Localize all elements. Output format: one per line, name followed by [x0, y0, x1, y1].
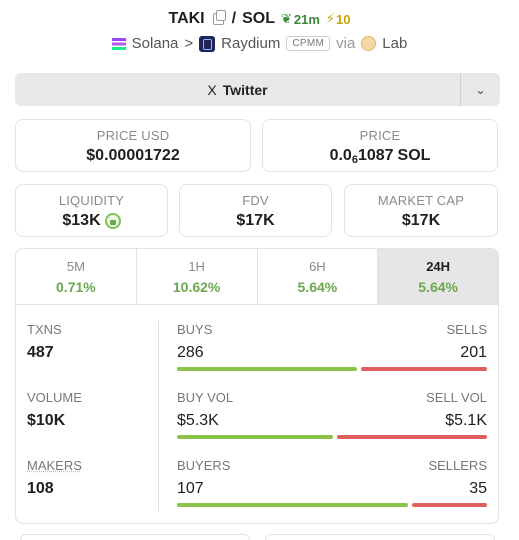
- volume-ratio-bar: [177, 435, 487, 439]
- volume-value: $10K: [27, 412, 66, 429]
- stats-panel: 5M 0.71% 1H 10.62% 6H 5.64% 24H 5.64% TX…: [15, 248, 499, 524]
- txns-ratio-bar: [177, 367, 487, 371]
- sell-vol-bar: [337, 435, 487, 439]
- timeframe-tabs: 5M 0.71% 1H 10.62% 6H 5.64% 24H 5.64%: [16, 249, 498, 305]
- buys-label: BUYS: [177, 322, 213, 337]
- copy-icon[interactable]: [212, 10, 226, 25]
- sellers-label: SELLERS: [428, 458, 487, 473]
- tab-5m[interactable]: 5M 0.71%: [16, 249, 137, 304]
- tab-6h[interactable]: 6H 5.64%: [258, 249, 379, 304]
- price-native-unit: SOL: [397, 147, 431, 164]
- buy-vol-label: BUY VOL: [177, 390, 234, 405]
- makers-label: MAKERS: [27, 458, 82, 473]
- market-cap-card: MARKET CAP $17K: [344, 184, 498, 237]
- tab-1h-change: 10.62%: [172, 278, 221, 295]
- price-native-digits: 1087: [357, 147, 394, 164]
- dex-name[interactable]: Raydium: [221, 35, 281, 52]
- price-native-prefix: 0.0: [329, 147, 352, 164]
- liquidity-value: $13K: [62, 212, 101, 229]
- via-label: via: [336, 35, 356, 52]
- breadcrumb-arrow: >: [184, 35, 194, 52]
- tab-1h-label: 1H: [188, 258, 205, 274]
- sell-vol-value: $5.1K: [445, 412, 487, 429]
- volume-row: VOLUME $10K BUY VOL SELL VOL $5.3K $5.1K: [16, 390, 498, 458]
- tab-6h-change: 5.64%: [297, 278, 338, 295]
- tab-5m-label: 5M: [66, 258, 85, 274]
- sell-vol-label: SELL VOL: [426, 390, 487, 405]
- boost-count[interactable]: ⚡ 10: [326, 11, 351, 27]
- buys-value: 286: [177, 344, 204, 361]
- lock-icon[interactable]: [104, 213, 121, 229]
- more-links-button[interactable]: ⌄: [460, 73, 500, 106]
- sellers-value: 35: [469, 480, 487, 497]
- buyers-value: 107: [177, 480, 204, 497]
- price-native-value: 0.0 6 1087 SOL: [263, 147, 497, 166]
- liquidity-label: LIQUIDITY: [58, 193, 125, 208]
- next-card-left-edge: [20, 534, 250, 540]
- volume-label: VOLUME: [27, 390, 82, 405]
- token-header: TAKI / SOL ❦ 21m ⚡ 10 Solana > Raydium C…: [0, 10, 519, 52]
- price-native-zero-count: 6: [351, 154, 358, 166]
- fdv-card: FDV $17K: [179, 184, 332, 237]
- tab-6h-label: 6H: [309, 258, 326, 274]
- makers-ratio-bar: [177, 503, 487, 507]
- seedling-icon: ❦: [280, 11, 292, 26]
- twitter-button[interactable]: X Twitter: [15, 73, 460, 106]
- tab-1h[interactable]: 1H 10.62%: [137, 249, 258, 304]
- via-source[interactable]: Lab: [382, 35, 408, 52]
- lab-icon: [361, 36, 377, 51]
- boost-count-value: 10: [336, 11, 351, 27]
- buys-bar: [177, 367, 357, 371]
- fdv-label: FDV: [242, 193, 269, 208]
- liquidity-value-row: $13K: [16, 212, 167, 230]
- buy-vol-value: $5.3K: [177, 412, 219, 429]
- social-links-bar: X Twitter ⌄: [15, 73, 500, 106]
- fdv-value: $17K: [236, 212, 275, 229]
- buyers-label: BUYERS: [177, 458, 231, 473]
- sells-value: 201: [460, 344, 487, 361]
- market-cap-value: $17K: [401, 212, 441, 229]
- txns-label: TXNS: [27, 322, 62, 337]
- tab-24h-change: 5.64%: [418, 278, 458, 295]
- pair-age-value: 21m: [293, 11, 320, 27]
- buy-vol-bar: [177, 435, 333, 439]
- tab-24h-label: 24H: [426, 258, 451, 274]
- x-icon: X: [207, 81, 217, 98]
- chevron-down-icon: ⌄: [475, 82, 486, 97]
- chain-name[interactable]: Solana: [131, 35, 179, 52]
- sellers-bar: [412, 503, 487, 507]
- twitter-label: Twitter: [222, 81, 268, 98]
- price-usd-label: PRICE USD: [96, 128, 170, 143]
- market-cap-label: MARKET CAP: [377, 193, 465, 208]
- tab-24h[interactable]: 24H 5.64%: [378, 249, 498, 304]
- solana-icon: [111, 37, 126, 50]
- base-token-symbol: TAKI: [168, 10, 205, 27]
- pair-age: ❦ 21m: [281, 11, 320, 27]
- pair-title: TAKI / SOL ❦ 21m ⚡ 10: [0, 10, 519, 28]
- price-native-card: PRICE 0.0 6 1087 SOL: [262, 119, 498, 172]
- sells-label: SELLS: [446, 322, 487, 337]
- price-usd-value: $0.00001722: [86, 147, 180, 164]
- lightning-icon: ⚡: [325, 11, 336, 26]
- makers-row: MAKERS 108 BUYERS SELLERS 107 35: [16, 458, 498, 523]
- price-native-label: PRICE: [359, 128, 401, 143]
- pair-separator: /: [231, 10, 237, 27]
- txns-value: 487: [27, 344, 54, 361]
- liquidity-card: LIQUIDITY $13K: [15, 184, 168, 237]
- tab-5m-change: 0.71%: [56, 278, 96, 295]
- stats-divider: [158, 321, 159, 511]
- raydium-icon: [199, 35, 216, 52]
- next-card-right-edge: [265, 534, 495, 540]
- buyers-bar: [177, 503, 408, 507]
- price-usd-card: PRICE USD $0.00001722: [15, 119, 251, 172]
- quote-token-symbol: SOL: [242, 10, 275, 27]
- pool-type-badge: CPMM: [286, 36, 331, 51]
- txns-row: TXNS 487 BUYS SELLS 286 201: [16, 322, 498, 390]
- makers-value: 108: [27, 480, 54, 497]
- chain-breadcrumb: Solana > Raydium CPMM via Lab: [0, 35, 519, 52]
- sells-bar: [361, 367, 487, 371]
